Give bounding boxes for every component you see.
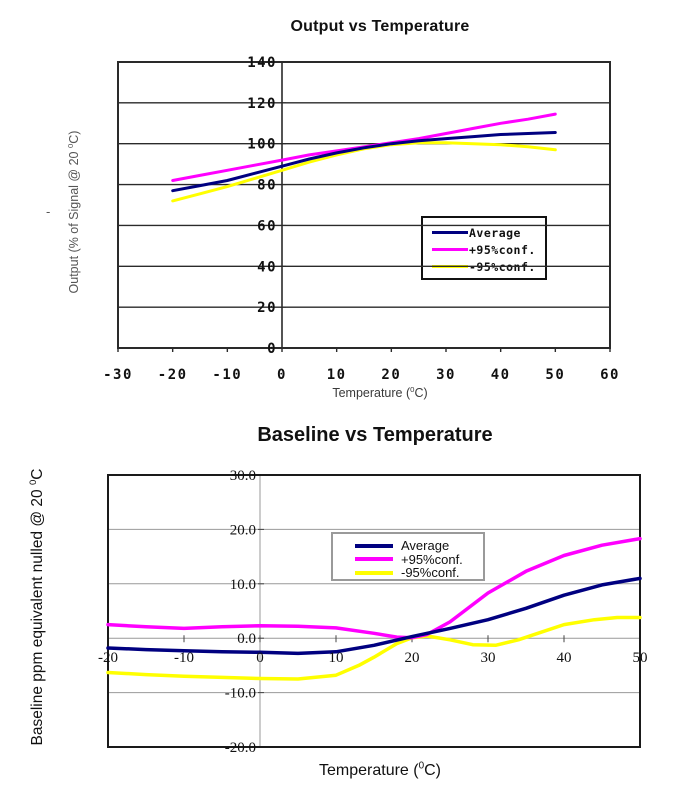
legend-label: Average bbox=[401, 538, 450, 554]
x-tick-label: 40 bbox=[491, 367, 511, 383]
x-tick-label: 50 bbox=[633, 650, 648, 666]
x-tick-label: 40 bbox=[557, 650, 572, 666]
x-tick-label: -10 bbox=[212, 367, 242, 383]
x-tick-label: -30 bbox=[103, 367, 133, 383]
y-tick-label: 60 bbox=[257, 218, 277, 234]
x-tick-label: -20 bbox=[98, 650, 118, 666]
x-tick-label: -10 bbox=[174, 650, 194, 666]
x-tick-label: 20 bbox=[381, 367, 401, 383]
x-axis-title-text: Temperature ( bbox=[332, 386, 411, 400]
legend-item-average: Average bbox=[432, 224, 545, 241]
x-tick-label: 20 bbox=[405, 650, 420, 666]
minus95-line-swatch bbox=[355, 570, 393, 575]
x-tick-label: 30 bbox=[436, 367, 456, 383]
plot-border bbox=[107, 474, 641, 748]
y-tick-label: 120 bbox=[247, 96, 277, 112]
baseline-chart-legend: Average +95%conf. -95%conf. bbox=[331, 532, 485, 581]
y-tick-label: 10.0 bbox=[230, 577, 256, 593]
degree-superscript: 0 bbox=[410, 384, 415, 394]
legend-label: +95%conf. bbox=[401, 551, 463, 567]
x-tick-label: 0 bbox=[256, 650, 264, 666]
plus95-line-swatch bbox=[432, 248, 468, 251]
degree-superscript: 0 bbox=[418, 760, 425, 772]
plot-border bbox=[117, 61, 611, 349]
x-tick-label: 10 bbox=[327, 367, 347, 383]
legend-item-plus95: +95%conf. bbox=[355, 551, 483, 567]
legend-label: Average bbox=[469, 225, 521, 240]
series-95-conf-line bbox=[171, 141, 557, 203]
baseline-chart-title: Baseline vs Temperature bbox=[257, 424, 493, 446]
y-tick-label: 100 bbox=[247, 137, 277, 153]
y-tick-label: 140 bbox=[247, 55, 277, 71]
y-tick-label: 20 bbox=[257, 300, 277, 316]
legend-item-plus95: +95%conf. bbox=[432, 241, 545, 258]
x-tick-label: 60 bbox=[600, 367, 620, 383]
x-axis-title-unit: C) bbox=[424, 762, 441, 779]
output-chart-title: Output vs Temperature bbox=[290, 18, 470, 35]
x-tick-label: 30 bbox=[481, 650, 496, 666]
series-95-conf-line bbox=[106, 536, 642, 640]
x-tick-label: 10 bbox=[329, 650, 344, 666]
x-tick-label: 0 bbox=[277, 367, 287, 383]
y-tick-label: 30.0 bbox=[230, 468, 256, 484]
legend-label: +95%conf. bbox=[469, 242, 536, 257]
y-tick-label: -10.0 bbox=[225, 686, 256, 702]
legend-item-minus95: -95%conf. bbox=[355, 565, 483, 581]
baseline-chart-plot: 30.0 20.0 10.0 0.0 -10.0 -20.0 -20 -10 0 10 20 30 40… bbox=[98, 468, 648, 756]
y-tick-label: 80 bbox=[257, 178, 277, 194]
y-tick-label: 0.0 bbox=[237, 631, 256, 647]
series-average-line bbox=[171, 131, 557, 193]
baseline-chart-x-axis-title: Temperature (0C) bbox=[280, 760, 480, 780]
x-axis-title-text: Temperature ( bbox=[319, 762, 419, 779]
series-average-line bbox=[106, 576, 642, 656]
plus95-line-swatch bbox=[355, 557, 393, 562]
output-chart-x-axis-title: Temperature (0C) bbox=[290, 384, 470, 400]
x-tick-label: 50 bbox=[545, 367, 565, 383]
x-tick-label: -20 bbox=[158, 367, 188, 383]
y-tick-label: -20.0 bbox=[225, 740, 256, 756]
legend-item-average: Average bbox=[355, 538, 483, 554]
stray-dash-mark: - bbox=[46, 204, 51, 219]
average-line-swatch bbox=[432, 231, 468, 234]
legend-label: -95%conf. bbox=[401, 565, 460, 581]
y-tick-label: 40 bbox=[257, 259, 277, 275]
average-line-swatch bbox=[355, 543, 393, 548]
x-axis-title-unit: C) bbox=[414, 386, 428, 400]
y-tick-label: 0 bbox=[267, 341, 277, 357]
output-chart-plot: 140 120 100 80 60 40 20 0 -30 -20 -10 0 10 20 30 40 50 60 bbox=[103, 55, 620, 383]
output-chart-legend: Average +95%conf. -95%conf. bbox=[421, 216, 547, 280]
y-tick-label: 20.0 bbox=[230, 522, 256, 538]
